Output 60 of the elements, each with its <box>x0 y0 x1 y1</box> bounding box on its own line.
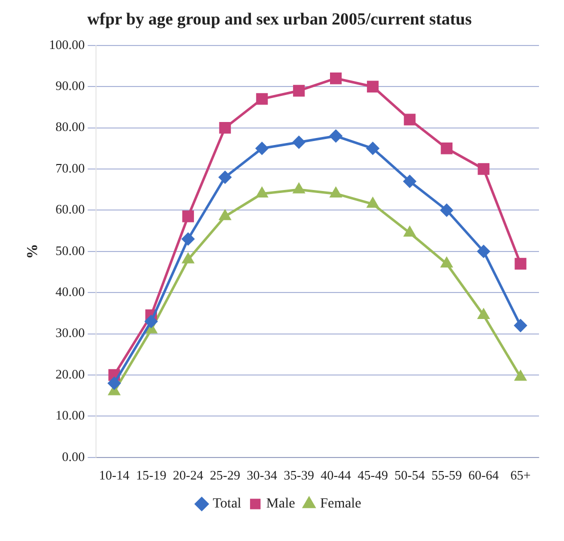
point <box>182 210 194 222</box>
y-tick-label: 100.00 <box>49 36 85 52</box>
y-tick-label: 80.00 <box>56 119 85 134</box>
point <box>218 170 232 184</box>
legend-label: Female <box>320 496 362 512</box>
x-tick-label: 50-54 <box>394 468 426 483</box>
x-tick-label: 40-44 <box>320 468 352 483</box>
point <box>182 232 194 246</box>
point <box>514 258 526 270</box>
point <box>403 175 416 188</box>
point <box>478 163 490 175</box>
point <box>366 142 380 155</box>
point <box>219 210 231 220</box>
legend-label: Total <box>212 496 242 512</box>
x-tick-label: 20-24 <box>172 468 204 483</box>
point <box>514 370 526 381</box>
y-tick-label: 20.00 <box>56 366 85 382</box>
point <box>292 136 306 148</box>
point <box>256 142 268 155</box>
point <box>514 319 527 332</box>
x-tick-label: 25-29 <box>210 468 240 483</box>
point <box>441 258 452 268</box>
x-tick-label: 55-59 <box>431 468 462 483</box>
point <box>367 198 378 208</box>
legend-label: Male <box>266 496 296 512</box>
point <box>404 114 416 126</box>
point <box>478 309 490 320</box>
point <box>330 72 342 84</box>
point <box>477 245 490 258</box>
point <box>182 253 194 264</box>
point <box>219 122 231 134</box>
x-tick-label: 45-49 <box>358 468 388 483</box>
x-tick-label: 35-39 <box>284 468 314 483</box>
point <box>108 376 120 390</box>
y-tick-label: 10.00 <box>56 408 85 423</box>
y-tick-label: 90.00 <box>56 78 85 94</box>
y-tick-label: 70.00 <box>56 160 85 176</box>
chart-title: wfpr by age group and sex urban 2005/current status <box>87 10 472 29</box>
point <box>144 315 158 328</box>
point <box>330 187 342 198</box>
x-tick-label: 10-14 <box>99 468 130 483</box>
point <box>293 183 304 194</box>
y-tick-label: 0.00 <box>62 448 85 464</box>
y-tick-label: 40.00 <box>56 284 85 300</box>
point <box>366 80 379 92</box>
point <box>440 204 453 216</box>
y-tick-label: 30.00 <box>56 325 85 340</box>
x-tick-label: 15-19 <box>136 468 166 483</box>
y-tick-label: 50.00 <box>56 242 85 258</box>
point <box>256 93 268 105</box>
x-tick-label: 60-64 <box>468 468 500 483</box>
point <box>330 130 342 142</box>
point <box>404 226 416 237</box>
point <box>440 142 453 154</box>
point <box>256 187 268 198</box>
x-tick-label: 30-34 <box>246 468 278 483</box>
y-axis-title: % <box>24 244 41 259</box>
x-tick-label: 65+ <box>510 468 531 483</box>
point <box>293 84 305 97</box>
y-tick-label: 60.00 <box>56 202 85 217</box>
